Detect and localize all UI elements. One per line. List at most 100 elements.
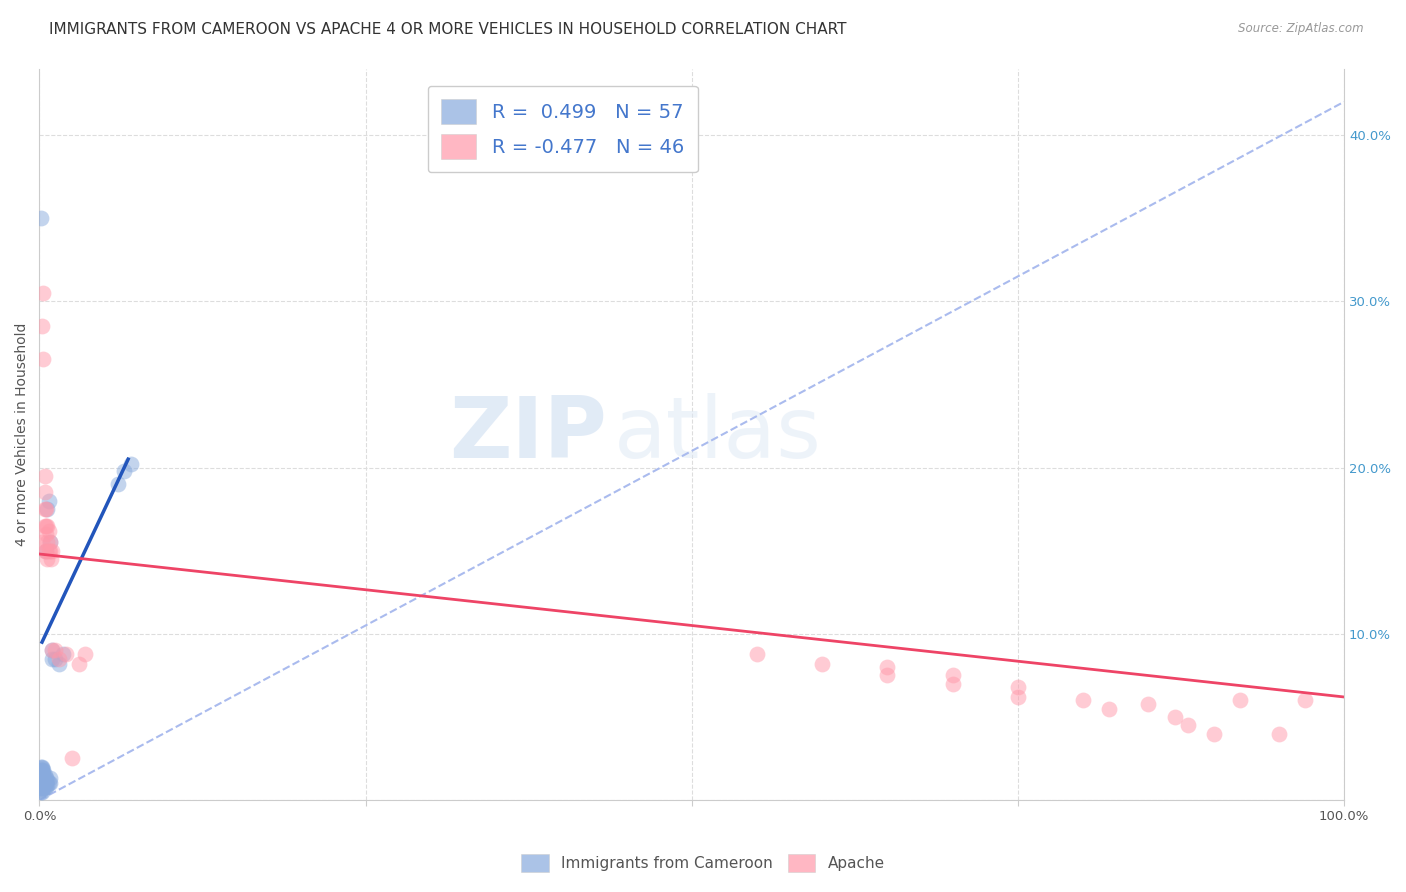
Point [34, 485, 56, 500]
Point [942, 676, 965, 690]
Point [1007, 680, 1029, 694]
Point [38, 535, 60, 549]
Point [34, 543, 56, 558]
Point [1177, 718, 1199, 732]
Point [1137, 697, 1160, 711]
Point [30, 768, 52, 782]
Text: atlas: atlas [613, 392, 821, 475]
Point [32, 776, 55, 790]
Point [38, 524, 60, 538]
Text: ZIP: ZIP [450, 392, 607, 475]
Point [35, 518, 58, 533]
Point [31, 773, 53, 788]
Point [38, 776, 60, 790]
Point [32, 352, 55, 367]
Point [30, 785, 52, 799]
Point [67, 657, 90, 671]
Point [37, 518, 59, 533]
Text: IMMIGRANTS FROM CAMEROON VS APACHE 4 OR MORE VEHICLES IN HOUSEHOLD CORRELATION C: IMMIGRANTS FROM CAMEROON VS APACHE 4 OR … [49, 22, 846, 37]
Point [32, 778, 55, 792]
Point [31, 535, 53, 549]
Point [35, 780, 58, 794]
Point [31, 766, 53, 780]
Point [32, 781, 55, 796]
Point [942, 668, 965, 682]
Point [35, 543, 58, 558]
Legend: Immigrants from Cameroon, Apache: Immigrants from Cameroon, Apache [513, 846, 893, 880]
Text: Source: ZipAtlas.com: Source: ZipAtlas.com [1239, 22, 1364, 36]
Point [35, 543, 58, 558]
Point [31, 785, 53, 799]
Point [120, 457, 142, 471]
Point [38, 535, 60, 549]
Point [30, 776, 52, 790]
Point [30, 780, 52, 794]
Point [38, 776, 60, 790]
Y-axis label: 4 or more Vehicles in Household: 4 or more Vehicles in Household [15, 323, 30, 546]
Point [1098, 701, 1121, 715]
Point [30, 211, 52, 226]
Point [30, 781, 52, 796]
Point [30, 763, 52, 777]
Point [31, 763, 53, 777]
Point [37, 552, 59, 566]
Point [31, 778, 53, 792]
Point [34, 780, 56, 794]
Point [41, 652, 63, 666]
Point [1268, 726, 1291, 740]
Point [32, 770, 55, 784]
Point [41, 643, 63, 657]
Point [32, 763, 55, 777]
Point [31, 768, 53, 782]
Point [1163, 710, 1185, 724]
Point [1007, 690, 1029, 704]
Point [31, 770, 53, 784]
Point [48, 657, 70, 671]
Point [34, 502, 56, 516]
Point [745, 647, 768, 661]
Point [811, 657, 834, 671]
Point [37, 502, 59, 516]
Point [48, 652, 70, 666]
Point [31, 764, 53, 779]
Point [31, 762, 53, 776]
Point [34, 768, 56, 782]
Point [1202, 726, 1225, 740]
Point [1294, 693, 1316, 707]
Point [55, 647, 77, 661]
Point [30, 764, 52, 779]
Point [30, 773, 52, 788]
Point [60, 751, 83, 765]
Point [31, 776, 53, 790]
Point [44, 652, 66, 666]
Point [34, 518, 56, 533]
Point [30, 760, 52, 774]
Point [112, 464, 135, 478]
Point [41, 643, 63, 657]
Point [38, 772, 60, 786]
Legend: R =  0.499   N = 57, R = -0.477   N = 46: R = 0.499 N = 57, R = -0.477 N = 46 [427, 86, 697, 172]
Point [1229, 693, 1251, 707]
Point [34, 776, 56, 790]
Point [35, 776, 58, 790]
Point [41, 543, 63, 558]
Point [52, 647, 75, 661]
Point [37, 778, 59, 792]
Point [31, 781, 53, 796]
Point [34, 468, 56, 483]
Point [34, 773, 56, 788]
Point [30, 766, 52, 780]
Point [32, 768, 55, 782]
Point [39, 552, 62, 566]
Point [38, 493, 60, 508]
Point [30, 772, 52, 786]
Point [38, 543, 60, 558]
Point [107, 477, 129, 491]
Point [37, 535, 59, 549]
Point [1071, 693, 1094, 707]
Point [35, 502, 58, 516]
Point [32, 773, 55, 788]
Point [38, 543, 60, 558]
Point [876, 668, 898, 682]
Point [35, 527, 58, 541]
